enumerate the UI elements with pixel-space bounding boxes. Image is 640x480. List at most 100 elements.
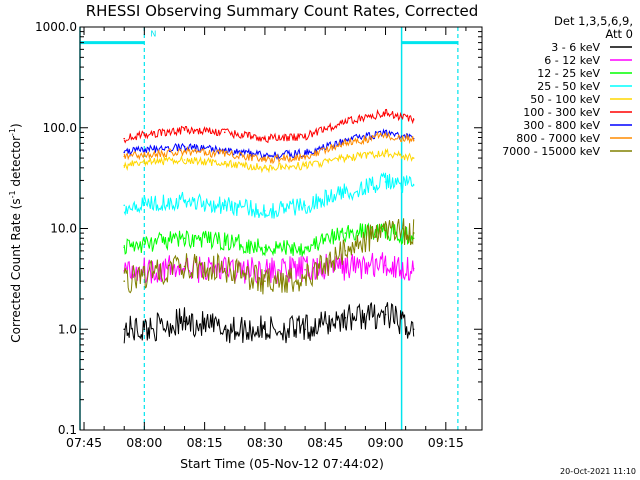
legend-label: 3 - 6 keV bbox=[551, 41, 600, 54]
legend-header-line-1: Det 1,3,5,6,9, bbox=[554, 14, 633, 28]
data-point bbox=[384, 229, 387, 232]
legend-label: 800 - 7000 keV bbox=[516, 132, 600, 145]
data-point bbox=[264, 159, 266, 161]
data-point bbox=[304, 268, 306, 271]
data-point bbox=[143, 149, 146, 151]
data-point bbox=[143, 273, 146, 276]
data-point bbox=[223, 162, 226, 165]
data-point bbox=[264, 270, 266, 272]
data-point bbox=[123, 137, 126, 140]
data-point bbox=[384, 112, 387, 114]
axes-frame bbox=[79, 26, 483, 431]
data-point bbox=[143, 134, 146, 136]
series-50-100-kev bbox=[123, 147, 415, 174]
data-point bbox=[304, 328, 306, 331]
series-line bbox=[123, 302, 415, 344]
x-tick-label: 08:45 bbox=[307, 435, 343, 450]
data-point bbox=[183, 199, 186, 202]
legend-label: 50 - 100 keV bbox=[530, 93, 600, 106]
data-point bbox=[183, 129, 186, 131]
legend-label: 300 - 800 keV bbox=[523, 119, 600, 132]
x-axis-label: Start Time (05-Nov-12 07:44:02) bbox=[180, 456, 384, 471]
y-tick-label: 1000.0 bbox=[35, 20, 77, 34]
data-point bbox=[143, 201, 146, 204]
data-point bbox=[344, 265, 347, 268]
series-line bbox=[123, 147, 415, 174]
data-point bbox=[143, 161, 146, 164]
data-point bbox=[412, 139, 415, 142]
series-100-300-kev bbox=[123, 108, 415, 144]
data-point bbox=[384, 313, 387, 316]
data-point bbox=[264, 167, 266, 169]
data-point bbox=[123, 151, 126, 154]
data-point bbox=[183, 159, 186, 161]
data-point bbox=[384, 152, 387, 154]
legend-label: 12 - 25 keV bbox=[537, 67, 600, 80]
data-point bbox=[123, 155, 126, 158]
x-tick-label: 08:15 bbox=[187, 435, 223, 450]
plot-area: N bbox=[79, 27, 459, 430]
data-point bbox=[223, 267, 226, 270]
data-point bbox=[412, 232, 415, 234]
data-point bbox=[143, 243, 146, 245]
data-point bbox=[123, 280, 126, 282]
x-tick-label: 09:00 bbox=[368, 435, 404, 450]
data-point bbox=[304, 135, 306, 138]
data-point bbox=[143, 328, 146, 331]
chart-title: RHESSI Observing Summary Count Rates, Co… bbox=[86, 2, 479, 20]
generated-timestamp: 20-Oct-2021 11:10 bbox=[560, 467, 636, 476]
y-tick-label: 100.0 bbox=[43, 121, 77, 135]
series-line bbox=[123, 108, 415, 144]
x-tick-label: 07:45 bbox=[66, 435, 102, 450]
legend-header-line-2: Att 0 bbox=[605, 27, 633, 41]
night-marker-label: N bbox=[150, 30, 156, 39]
data-point bbox=[412, 118, 415, 121]
data-point bbox=[223, 328, 226, 331]
legend-label: 25 - 50 keV bbox=[537, 80, 600, 93]
data-point bbox=[264, 328, 266, 331]
data-point bbox=[384, 181, 387, 183]
data-point bbox=[384, 134, 387, 136]
data-point bbox=[304, 246, 306, 249]
data-point bbox=[223, 131, 226, 134]
series-800-7000-kev bbox=[123, 131, 415, 165]
data-point bbox=[304, 152, 306, 154]
data-point bbox=[344, 250, 347, 252]
y-tick-label: 10.0 bbox=[50, 222, 77, 236]
data-point bbox=[412, 267, 415, 270]
series-12-25-kev bbox=[123, 222, 415, 257]
data-point bbox=[183, 320, 186, 323]
data-point bbox=[264, 280, 266, 282]
data-point bbox=[223, 153, 226, 155]
data-point bbox=[264, 154, 266, 157]
data-point bbox=[304, 204, 306, 207]
y-axis-label: Corrected Count Rate (s-1 detector-1) bbox=[8, 123, 23, 342]
legend-label: 7000 - 15000 keV bbox=[502, 145, 600, 158]
series-line bbox=[123, 218, 415, 295]
series-line bbox=[123, 222, 415, 257]
series-line bbox=[123, 128, 414, 161]
data-point bbox=[412, 184, 415, 186]
data-point bbox=[223, 240, 226, 242]
data-point bbox=[123, 328, 126, 331]
legend-label: 100 - 300 keV bbox=[523, 106, 600, 119]
data-point bbox=[412, 157, 415, 159]
series-3-6-kev bbox=[123, 302, 415, 344]
y-tick-label: 0.1 bbox=[58, 423, 77, 437]
series-line bbox=[123, 131, 415, 165]
data-point bbox=[183, 150, 186, 153]
data-point bbox=[123, 246, 126, 249]
data-point bbox=[344, 142, 347, 145]
data-point bbox=[123, 164, 126, 167]
data-point bbox=[183, 145, 186, 148]
y-tick-label: 1.0 bbox=[58, 322, 77, 336]
series-line bbox=[123, 171, 415, 219]
data-point bbox=[304, 277, 306, 280]
data-point bbox=[183, 265, 186, 268]
data-point bbox=[223, 204, 226, 207]
data-point bbox=[143, 153, 146, 156]
data-point bbox=[344, 120, 347, 123]
data-point bbox=[344, 232, 347, 234]
